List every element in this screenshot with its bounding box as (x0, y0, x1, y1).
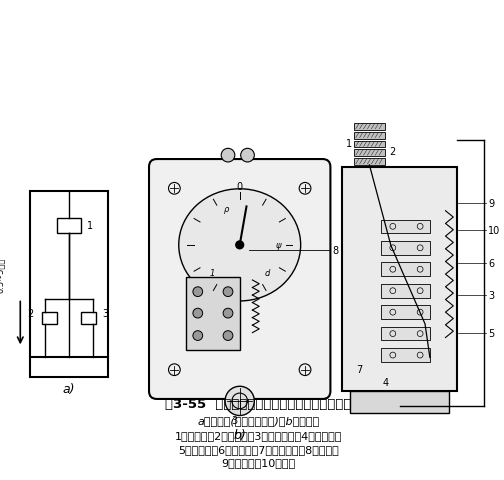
Text: 4: 4 (383, 377, 389, 387)
Bar (81, 312, 96, 324)
Text: 8: 8 (332, 245, 339, 255)
Text: 5: 5 (488, 328, 494, 338)
Text: ρ: ρ (224, 204, 229, 213)
Circle shape (225, 386, 255, 416)
Bar (57, 218, 81, 234)
Text: 3: 3 (102, 309, 108, 318)
Text: 10: 10 (488, 225, 500, 235)
Bar (381, 348, 430, 362)
Text: 3: 3 (488, 290, 494, 300)
Text: 3: 3 (232, 416, 238, 426)
FancyBboxPatch shape (149, 160, 331, 399)
Bar (30, 192, 108, 377)
Bar (42, 312, 57, 324)
Circle shape (241, 149, 255, 163)
Circle shape (223, 331, 233, 341)
Bar (381, 306, 430, 319)
Bar (354, 124, 385, 131)
Text: 0: 0 (237, 182, 243, 192)
Circle shape (223, 309, 233, 318)
Bar (381, 263, 430, 276)
Circle shape (236, 241, 243, 249)
Text: 9: 9 (488, 198, 494, 208)
Bar (381, 220, 430, 234)
Circle shape (193, 331, 203, 341)
Text: 5．接触片；6．金屬片；7．引出綫；　8．彈簧；: 5．接触片；6．金屬片；7．引出綫； 8．彈簧； (178, 444, 339, 454)
Circle shape (193, 287, 203, 297)
Text: 1: 1 (210, 268, 215, 277)
Circle shape (221, 149, 235, 163)
Circle shape (193, 309, 203, 318)
Bar (381, 241, 430, 255)
Text: 9．鼓形輪；10．字盤: 9．鼓形輪；10．字盤 (221, 457, 295, 468)
Bar (342, 168, 457, 391)
Text: d: d (265, 268, 270, 277)
Text: a）結綫图(符号說明如交)；b）結构图: a）結綫图(符号說明如交)；b）結构图 (197, 416, 320, 426)
Text: b): b) (233, 428, 246, 441)
Bar (350, 391, 450, 413)
Text: 1: 1 (87, 221, 93, 231)
Text: 6: 6 (488, 259, 494, 269)
Text: ψ: ψ (276, 241, 281, 250)
Text: 2: 2 (389, 147, 395, 157)
Ellipse shape (179, 190, 301, 301)
Text: 7: 7 (356, 364, 363, 374)
Bar (381, 284, 430, 298)
Text: 1: 1 (346, 139, 352, 149)
Bar (354, 141, 385, 148)
Text: 2: 2 (28, 309, 34, 318)
Bar (381, 327, 430, 341)
Bar (354, 150, 385, 157)
Text: 0.5~5千欧: 0.5~5千欧 (0, 257, 5, 292)
Bar (354, 132, 385, 139)
Bar (354, 159, 385, 166)
Text: 1．套管；　2．引入綫；3．火花間隙；4．連接綫；: 1．套管； 2．引入綫；3．火花間隙；4．連接綫； (174, 430, 342, 440)
Text: a): a) (63, 382, 75, 395)
Circle shape (223, 287, 233, 297)
Bar (186, 277, 240, 350)
Text: 图3-55  閥型避雷器动作記录器的結綫及結构图: 图3-55 閥型避雷器动作記录器的結綫及結构图 (165, 397, 351, 410)
